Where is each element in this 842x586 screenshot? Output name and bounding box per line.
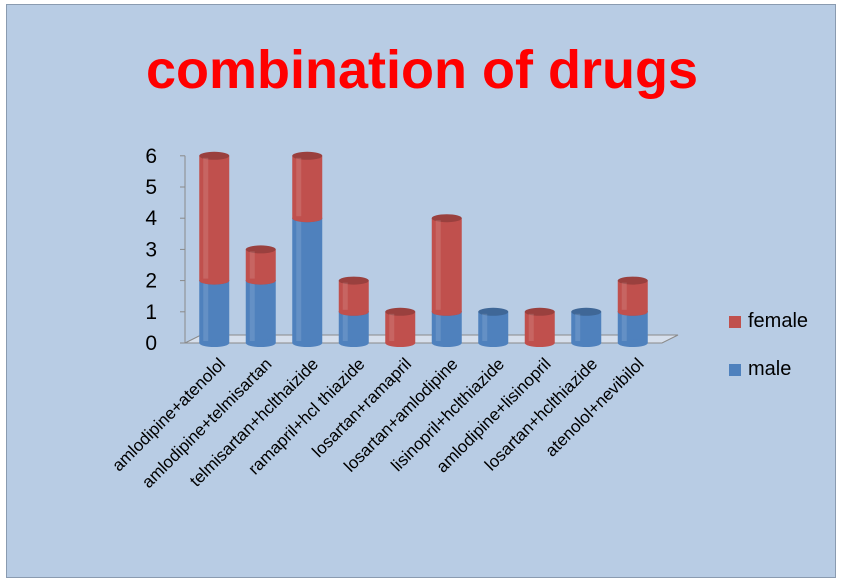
bar-female-9-top (617, 276, 648, 285)
legend-swatch-male (729, 364, 741, 376)
bar-female-4-shine (389, 313, 395, 341)
chart-plot: 0123456amlodipine+atenololamlodipine+tel… (108, 145, 808, 492)
bar-male-1 (245, 280, 276, 343)
bar-male-1-bottom (245, 339, 276, 347)
bar-male-9 (617, 311, 648, 343)
chart-title: combination of drugs (146, 40, 698, 100)
bar-male-0-bottom (199, 339, 230, 347)
bar-female-2-shine (296, 157, 302, 217)
bar-male-8-top (571, 307, 602, 316)
bar-female-2-bottom (292, 214, 323, 223)
bar-male-8 (571, 311, 602, 343)
bar-female-1 (245, 249, 276, 281)
bar-male-1-shine (249, 282, 255, 341)
bar-female-9-shine (621, 282, 627, 310)
bar-female-3-top (338, 276, 369, 285)
bar-male-9-shine (621, 313, 627, 341)
bar-female-0-shine (203, 157, 209, 279)
bar-female-0-bottom (199, 276, 230, 285)
bar-male-6-shine (482, 313, 488, 341)
chart-area: combination of drugs 0 1 2 3 4 5 6 amlodipine+a… (6, 4, 836, 578)
bar-male-9-bottom (617, 339, 648, 347)
bar-female-2-top (292, 151, 323, 160)
bar-female-5-shine (435, 220, 441, 310)
bar-male-2-shine (296, 220, 302, 341)
bar-female-1-top (245, 245, 276, 254)
bar-female-9-bottom (617, 307, 648, 316)
bar-male-0 (199, 280, 230, 343)
bar-female-1-bottom (245, 276, 276, 285)
bar-female-4-bottom (385, 339, 416, 347)
bar-male-5-shine (435, 313, 441, 341)
bar-female-7 (524, 311, 555, 343)
bar-female-7-bottom (524, 339, 555, 347)
y-tick-label: 5 (145, 176, 157, 199)
legend-label-male: male (748, 358, 791, 380)
bar-female-3-shine (342, 282, 348, 310)
y-tick-label: 1 (145, 301, 157, 324)
bar-male-2-bottom (292, 339, 323, 347)
legend-swatch-female (729, 316, 741, 328)
y-tick-label: 4 (145, 207, 157, 230)
bar-male-6 (478, 311, 509, 343)
bar-male-0-shine (203, 282, 209, 341)
bar-male-5-bottom (431, 339, 462, 347)
y-tick-label: 2 (145, 270, 157, 293)
bar-male-8-bottom (571, 339, 602, 347)
bar-male-2 (292, 218, 323, 343)
bar-female-5-bottom (431, 307, 462, 316)
bar-female-9 (617, 280, 648, 312)
legend-label-female: female (748, 310, 808, 332)
bar-male-3-shine (342, 313, 348, 341)
bar-male-6-bottom (478, 339, 509, 347)
bar-female-1-shine (249, 251, 255, 279)
bar-female-3 (338, 280, 369, 312)
bar-female-5-top (431, 214, 462, 223)
bar-male-3-bottom (338, 339, 369, 347)
bar-female-4 (385, 311, 416, 343)
bar-female-3-bottom (338, 307, 369, 316)
bar-female-7-top (524, 307, 555, 316)
bar-female-5 (431, 218, 462, 312)
bar-female-7-shine (528, 313, 534, 341)
y-tick-label: 3 (145, 238, 157, 261)
bar-female-2 (292, 155, 323, 219)
bar-female-0 (199, 155, 230, 281)
y-tick-label: 0 (145, 332, 157, 355)
bar-male-5 (431, 311, 462, 343)
y-tick-label: 6 (145, 145, 157, 168)
bar-female-0-top (199, 151, 230, 160)
bar-male-6-top (478, 307, 509, 316)
bar-male-8-shine (575, 313, 581, 341)
bar-male-3 (338, 311, 369, 343)
bar-female-4-top (385, 307, 416, 316)
